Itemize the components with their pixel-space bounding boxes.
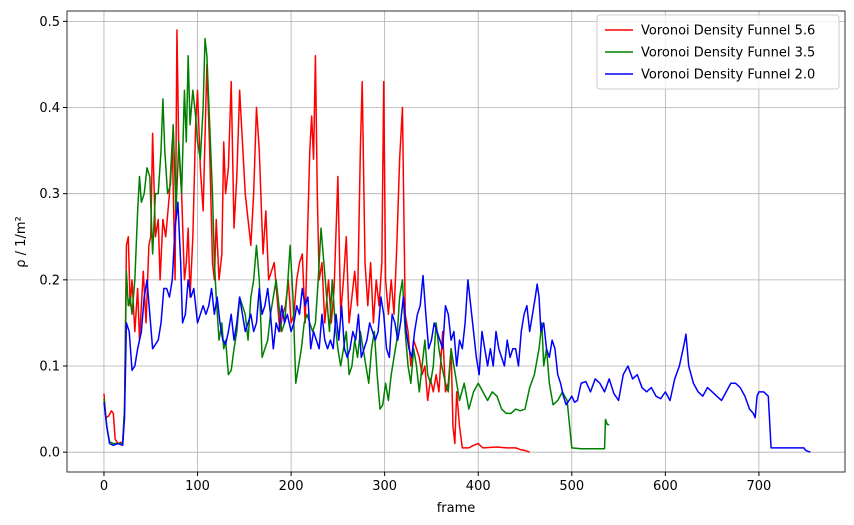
x-tick-label: 700 [747,479,772,494]
legend-box [596,14,840,90]
plot-frame [66,10,846,473]
series-line [103,37,610,450]
x-tick-label: 600 [653,479,678,494]
legend-label: Voronoi Density Funnel 5.6 [641,24,815,39]
y-tick-label: 0.4 [39,101,60,116]
y-tick-label: 0.5 [39,15,60,30]
y-tick-label: 0.1 [39,360,60,375]
x-tick-label: 300 [372,479,397,494]
x-tick-label: 500 [559,479,584,494]
x-tick-label: 200 [279,479,304,494]
y-tick-label: 0.0 [39,446,60,461]
y-axis-label: ρ / 1/m² [14,216,29,267]
x-axis-label: frame [437,501,476,516]
legend-label: Voronoi Density Funnel 3.5 [641,46,815,61]
series-line [103,201,811,453]
legend-label: Voronoi Density Funnel 2.0 [641,68,815,83]
x-tick-label: 400 [466,479,491,494]
series-line [103,29,530,453]
x-tick-label: 0 [100,479,108,494]
y-tick-label: 0.3 [39,187,60,202]
x-tick-label: 100 [185,479,210,494]
y-tick-label: 0.2 [39,273,60,288]
